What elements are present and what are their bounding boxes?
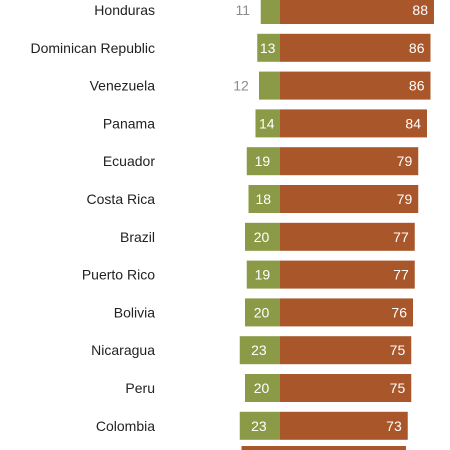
category-label: Panama xyxy=(103,115,155,131)
cut-off-bar xyxy=(241,446,406,450)
bar-right xyxy=(280,71,431,100)
bar-left xyxy=(245,298,280,327)
value-label-left: 12 xyxy=(233,78,249,94)
bar-left xyxy=(245,222,280,251)
value-label-right: 75 xyxy=(390,380,406,396)
value-label-right: 77 xyxy=(393,267,409,283)
bar-right xyxy=(280,222,415,251)
category-label: Puerto Rico xyxy=(82,267,155,283)
bar-right xyxy=(280,33,431,62)
category-label: Brazil xyxy=(120,229,155,245)
bar-right xyxy=(280,147,419,176)
bar-left xyxy=(259,71,280,100)
chart-row: Costa Rica 18 79 xyxy=(87,185,419,213)
value-label-left: 18 xyxy=(255,191,271,207)
bar-left xyxy=(239,336,280,365)
value-label-right: 86 xyxy=(409,40,425,56)
category-label: Nicaragua xyxy=(91,342,155,358)
value-label-left: 11 xyxy=(235,2,250,18)
category-label: Ecuador xyxy=(103,153,155,169)
value-label-left: 19 xyxy=(255,267,271,283)
value-label-left: 20 xyxy=(254,304,270,320)
chart-row: Dominican Republic 13 86 xyxy=(30,33,431,62)
chart-row: Colombia 23 73 xyxy=(96,411,408,440)
bar-right xyxy=(280,374,412,402)
category-label: Venezuela xyxy=(90,78,156,94)
value-label-left: 20 xyxy=(254,380,270,396)
category-label: Honduras xyxy=(94,2,155,18)
value-label-right: 86 xyxy=(409,78,425,94)
bar-left xyxy=(246,260,280,289)
value-label-left: 23 xyxy=(251,418,267,434)
chart-row: Brazil 20 77 xyxy=(120,222,415,251)
bar-right xyxy=(280,185,419,213)
chart-row: Honduras 11 88 xyxy=(94,0,434,24)
chart-row: Peru 20 75 xyxy=(125,374,412,402)
value-label-left: 14 xyxy=(259,115,275,131)
bar-left xyxy=(248,185,280,213)
chart-row: Nicaragua 23 75 xyxy=(91,336,412,365)
value-label-left: 13 xyxy=(260,40,276,56)
bar-right xyxy=(280,109,427,138)
value-label-right: 73 xyxy=(386,418,402,434)
bar-left xyxy=(255,109,280,138)
value-label-right: 75 xyxy=(390,342,406,358)
category-label: Dominican Republic xyxy=(30,40,155,56)
bar-right xyxy=(280,336,412,365)
value-label-left: 20 xyxy=(254,229,270,245)
bar-right xyxy=(280,0,434,24)
category-label: Bolivia xyxy=(114,304,155,320)
value-label-right: 77 xyxy=(393,229,409,245)
value-label-right: 88 xyxy=(412,2,428,18)
value-label-right: 79 xyxy=(397,191,413,207)
category-label: Peru xyxy=(125,380,155,396)
chart-row: Bolivia 20 76 xyxy=(114,298,413,327)
bar-left xyxy=(239,411,280,440)
bar-left xyxy=(245,374,280,402)
chart-row: Panama 14 84 xyxy=(103,109,427,138)
value-label-right: 76 xyxy=(391,304,407,320)
value-label-right: 79 xyxy=(397,153,413,169)
bar-right xyxy=(280,298,413,327)
value-label-left: 23 xyxy=(251,342,267,358)
bar-right xyxy=(280,411,408,440)
bar-right xyxy=(280,260,415,289)
chart-row: Venezuela 12 86 xyxy=(90,71,431,100)
bar-left xyxy=(246,147,280,176)
chart-row: Ecuador 19 79 xyxy=(103,147,419,176)
bar-left xyxy=(257,33,280,62)
category-label: Colombia xyxy=(96,418,155,434)
chart-row: Puerto Rico 19 77 xyxy=(82,260,415,289)
value-label-right: 84 xyxy=(405,115,421,131)
category-label: Costa Rica xyxy=(87,191,156,207)
value-label-left: 19 xyxy=(255,153,271,169)
bar-left xyxy=(260,0,280,24)
